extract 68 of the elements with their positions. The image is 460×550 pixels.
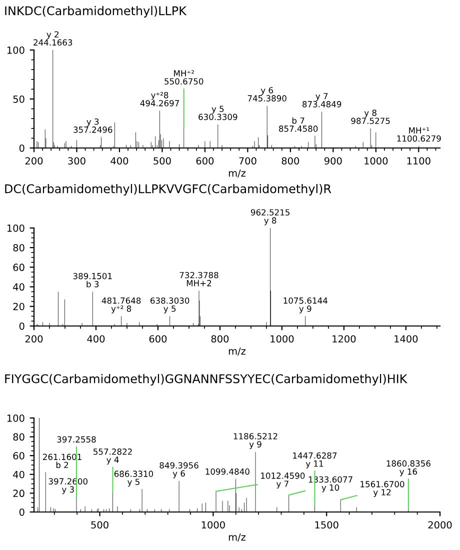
y-tick-label: 50 bbox=[13, 95, 24, 103]
chart-title: FIYGGC(Carbamidomethyl)GGNANNFSSYYEC(Carbamidomethyl)HIK bbox=[5, 374, 408, 386]
x-axis-title: m/z bbox=[228, 170, 246, 178]
x-axis-title: m/z bbox=[228, 534, 246, 542]
y-tick-label: 100 bbox=[7, 414, 24, 422]
x-tick-label: 400 bbox=[110, 157, 128, 165]
annotation: y 6 745.3890 bbox=[248, 87, 286, 102]
chart-title: DC(Carbamidomethyl)LLPKVVGFC(Carbamidomethyl)R bbox=[5, 184, 332, 196]
x-tick-label: 1000 bbox=[202, 521, 225, 529]
annotation: b 7 857.4580 bbox=[278, 117, 318, 132]
annotation: 686.3310 y 5 bbox=[114, 470, 154, 487]
x-tick-label: 300 bbox=[68, 157, 86, 165]
annotation: 849.3956 y 6 bbox=[160, 462, 198, 478]
y-tick-label: 80 bbox=[13, 433, 24, 441]
annotation: y 2 244.1663 bbox=[34, 31, 72, 46]
annotation: 962.5215 y 8 bbox=[250, 209, 290, 226]
annotation: 1447.6287 y 11 bbox=[293, 452, 337, 468]
x-tick-label: 200 bbox=[25, 157, 43, 165]
annotation: 732.3788 MH+2 bbox=[180, 272, 218, 286]
y-tick-label: 80 bbox=[13, 244, 24, 252]
annotation: y⁺²8 494.2697 bbox=[140, 92, 179, 106]
annotation: 481.7648 y⁺² 8 bbox=[102, 297, 141, 314]
annotation: 1012.4590 y 7 bbox=[261, 472, 305, 489]
x-tick-label: 1500 bbox=[315, 521, 338, 529]
y-tick-label: 20 bbox=[13, 490, 24, 498]
annotation: 397.2558 bbox=[57, 436, 96, 443]
y-tick-label: 40 bbox=[13, 283, 24, 291]
annotation: 638.3030 y 5 bbox=[150, 297, 190, 314]
annotation: 1075.6144 y 9 bbox=[284, 297, 328, 314]
chart-title: INKDC(Carbamidomethyl)LLPK bbox=[5, 6, 187, 18]
x-tick-label: 1000 bbox=[270, 335, 294, 343]
x-tick-label: 600 bbox=[149, 335, 167, 343]
annotation: 389.1501 b 3 bbox=[73, 272, 112, 288]
x-tick-label: 1400 bbox=[394, 335, 418, 343]
y-tick-label: 0 bbox=[19, 508, 24, 516]
x-tick-label: 2000 bbox=[428, 521, 452, 529]
annotation: 557.2822 y 4 bbox=[94, 448, 132, 464]
x-tick-label: 1000 bbox=[364, 157, 388, 165]
x-tick-label: 900 bbox=[324, 157, 342, 165]
annotation: y 5 630.3309 bbox=[198, 106, 238, 120]
y-tick-label: 0 bbox=[19, 144, 24, 152]
y-tick-label: 60 bbox=[13, 452, 24, 460]
y-tick-label: 40 bbox=[13, 470, 24, 478]
annotation: 1186.5212 y 9 bbox=[234, 433, 278, 450]
annotation: 1561.6700 y 12 bbox=[360, 481, 404, 497]
y-tick-label: 100 bbox=[7, 224, 24, 232]
y-tick-label: 0 bbox=[19, 322, 24, 330]
annotation: y 8 987.5275 bbox=[351, 110, 390, 124]
annotation: 1099.4840 bbox=[206, 468, 250, 475]
x-tick-label: 800 bbox=[282, 157, 300, 165]
annotation: y 7 873.4849 bbox=[302, 93, 342, 108]
y-tick-label: 60 bbox=[13, 264, 24, 272]
x-tick-label: 200 bbox=[25, 335, 43, 343]
x-tick-label: 400 bbox=[87, 335, 105, 343]
y-tick-label: 20 bbox=[13, 302, 24, 310]
y-tick-label: 100 bbox=[7, 46, 24, 54]
x-tick-label: 500 bbox=[154, 157, 171, 165]
annotation: MH⁺¹ 1100.6279 bbox=[397, 127, 441, 142]
annotation: MH⁺² 550.6750 bbox=[164, 70, 204, 85]
annotation: 1860.8356 y 16 bbox=[386, 460, 430, 476]
x-tick-label: 500 bbox=[91, 521, 108, 529]
x-tick-label: 700 bbox=[239, 157, 256, 165]
x-tick-label: 1100 bbox=[407, 157, 430, 165]
x-tick-label: 600 bbox=[196, 157, 214, 165]
x-axis-title: m/z bbox=[228, 348, 246, 356]
x-tick-label: 1200 bbox=[332, 335, 356, 343]
x-tick-label: 800 bbox=[211, 335, 229, 343]
annotation: y 3 357.2496 bbox=[74, 118, 112, 133]
